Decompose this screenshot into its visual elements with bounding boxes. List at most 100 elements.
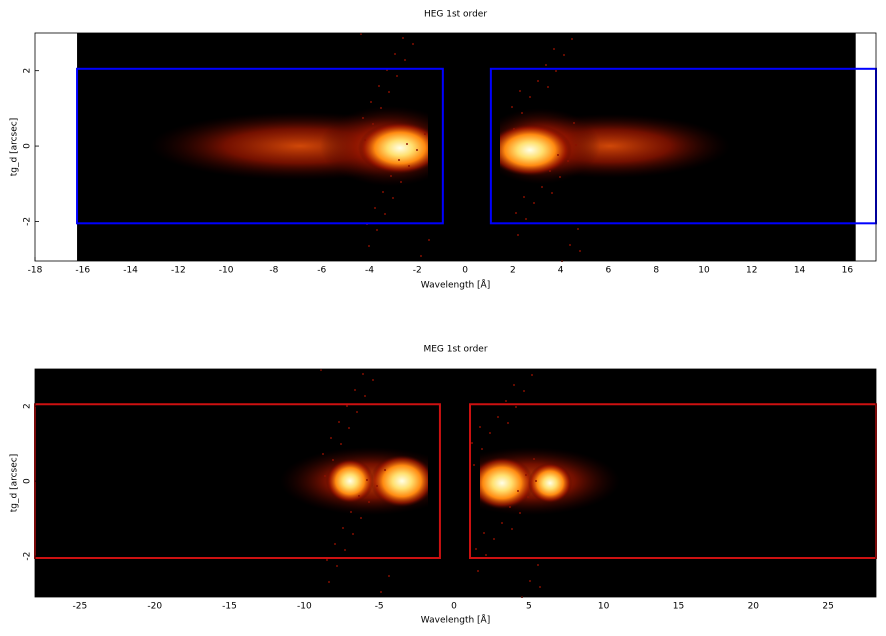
y-tick-label: 0	[23, 478, 33, 484]
counts-noise	[334, 543, 336, 545]
counts-image	[358, 122, 428, 174]
x-tick-label: 0	[462, 266, 468, 276]
counts-noise	[547, 86, 549, 88]
x-tick-label: -4	[365, 266, 374, 276]
counts-noise	[356, 411, 358, 413]
counts-image	[326, 459, 374, 503]
x-tick-label: -10	[219, 266, 234, 276]
counts-noise	[376, 485, 378, 487]
counts-noise	[517, 490, 519, 492]
counts-noise	[535, 480, 537, 482]
counts-noise	[380, 591, 382, 593]
counts-noise	[523, 390, 525, 392]
counts-noise	[388, 575, 390, 577]
counts-noise	[513, 384, 515, 386]
x-tick-label: 0	[451, 602, 457, 612]
counts-noise	[376, 229, 378, 231]
counts-noise	[523, 196, 525, 198]
counts-noise	[400, 181, 402, 183]
x-tick-label: -2	[413, 266, 422, 276]
counts-noise	[416, 149, 418, 151]
counts-noise	[372, 123, 374, 125]
x-tick-label: -15	[222, 602, 237, 612]
counts-noise	[473, 464, 475, 466]
counts-noise	[559, 176, 561, 178]
counts-noise	[360, 33, 362, 35]
counts-noise	[537, 80, 539, 82]
counts-noise	[515, 212, 517, 214]
counts-noise	[521, 112, 523, 114]
x-tick-label: -6	[317, 266, 326, 276]
counts-noise	[362, 117, 364, 119]
counts-noise	[338, 421, 340, 423]
counts-noise	[519, 512, 521, 514]
y-axis-label: tg_d [arcsec]	[10, 118, 20, 176]
counts-noise	[332, 459, 334, 461]
counts-noise	[529, 580, 531, 582]
counts-noise	[479, 426, 481, 428]
counts-noise	[563, 54, 565, 56]
counts-noise	[485, 554, 487, 556]
counts-image	[528, 463, 572, 503]
x-tick-label: -10	[297, 602, 312, 612]
counts-noise	[571, 38, 573, 40]
counts-noise	[402, 37, 404, 39]
counts-noise	[501, 522, 503, 524]
counts-noise	[525, 218, 527, 220]
counts-noise	[477, 570, 479, 572]
counts-noise	[394, 53, 396, 55]
counts-noise	[322, 453, 324, 455]
counts-noise	[382, 191, 384, 193]
counts-noise	[346, 405, 348, 407]
counts-noise	[388, 91, 390, 93]
x-tick-label: 20	[748, 602, 760, 612]
y-tick-label: 2	[23, 403, 33, 409]
plot-frame	[34, 32, 877, 262]
counts-noise	[368, 245, 370, 247]
counts-noise	[398, 159, 400, 161]
counts-noise	[557, 154, 559, 156]
counts-noise	[384, 213, 386, 215]
x-axis-label: Wavelength [Å]	[421, 614, 490, 626]
counts-noise	[386, 69, 388, 71]
counts-noise	[364, 395, 366, 397]
counts-noise	[533, 458, 535, 460]
x-tick-label: 8	[653, 266, 659, 276]
counts-noise	[529, 96, 531, 98]
counts-noise	[390, 175, 392, 177]
counts-noise	[539, 586, 541, 588]
counts-noise	[553, 48, 555, 50]
counts-noise	[493, 538, 495, 540]
counts-noise	[372, 379, 374, 381]
counts-noise	[392, 197, 394, 199]
counts-noise	[380, 107, 382, 109]
counts-noise	[475, 548, 477, 550]
counts-noise	[374, 207, 376, 209]
counts-noise	[408, 165, 410, 167]
counts-noise	[519, 90, 521, 92]
counts-image	[370, 455, 428, 507]
x-tick-label: 12	[746, 266, 757, 276]
counts-image	[480, 457, 534, 509]
counts-noise	[424, 133, 426, 135]
x-tick-label: -5	[375, 602, 384, 612]
y-axis-label: tg_d [arcsec]	[10, 454, 20, 512]
x-tick-label: 6	[606, 266, 612, 276]
counts-noise	[569, 244, 571, 246]
counts-image	[500, 124, 572, 176]
counts-noise	[404, 59, 406, 61]
counts-noise	[567, 160, 569, 162]
counts-noise	[531, 374, 533, 376]
counts-noise	[406, 143, 408, 145]
x-tick-label: 25	[822, 602, 833, 612]
counts-noise	[320, 369, 322, 371]
counts-noise	[420, 255, 422, 257]
counts-noise	[471, 442, 473, 444]
counts-noise	[497, 416, 499, 418]
counts-noise	[354, 389, 356, 391]
counts-noise	[324, 475, 326, 477]
counts-noise	[348, 427, 350, 429]
x-tick-label: 2	[510, 266, 516, 276]
